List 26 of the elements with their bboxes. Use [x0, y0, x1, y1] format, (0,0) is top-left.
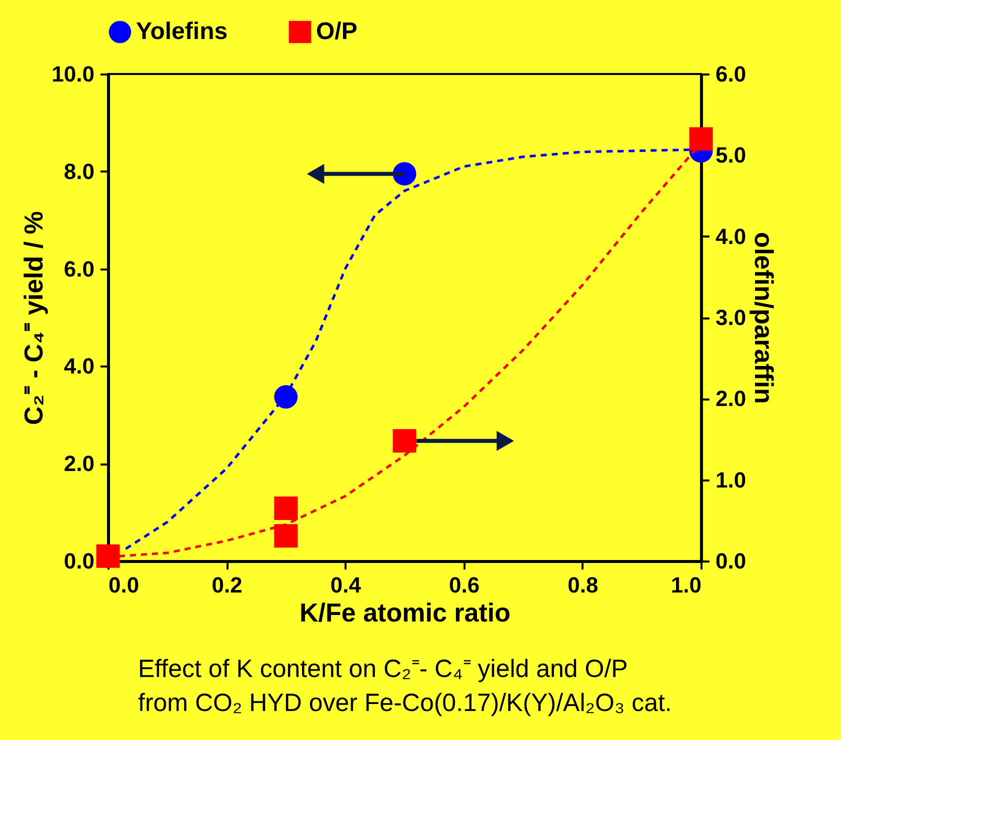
- legend-label: O/P: [316, 18, 358, 45]
- y-tick-label: 8.0: [64, 158, 94, 184]
- x-tick-label: 0.2: [212, 572, 242, 598]
- y2-tick-label: 5.0: [716, 142, 746, 168]
- y-tick-label: 0.0: [64, 548, 94, 574]
- x-tick-label: 0.0: [108, 572, 140, 598]
- y2-tick-label: 4.0: [716, 224, 746, 249]
- legend-label: Yolefins: [136, 18, 228, 45]
- y-tick-label: 10.0: [52, 62, 94, 86]
- y2-tick-label: 6.0: [716, 62, 746, 86]
- text: from CO₂ HYD over Fe-Co(0.17)/K(Y)/Al₂O₃ cat.: [138, 689, 672, 717]
- y-tick-label: 4.0: [64, 354, 94, 379]
- y2-tick-label: 2.0: [716, 386, 746, 412]
- x-tick-label: 0.4: [330, 572, 362, 598]
- y-tick-label: 2.0: [64, 451, 94, 476]
- y2-tick-label: 0.0: [716, 548, 746, 574]
- text: Effect of K content on C₂⁼- C₄⁼ yield and O/P: [138, 655, 628, 683]
- x-tick-label: 0.8: [568, 572, 598, 598]
- x-axis-title: K/Fe atomic ratio: [300, 598, 510, 628]
- y2-axis-title: olefin/paraffin: [749, 232, 780, 404]
- y2-tick-label: 1.0: [716, 467, 746, 492]
- y-axis-title: C₂⁼ - C₄⁼ yield / %: [18, 211, 49, 425]
- x-tick-label: 1.0: [670, 572, 702, 598]
- y-tick-label: 6.0: [64, 256, 94, 282]
- x-tick-label: 0.6: [449, 572, 480, 598]
- y2-tick-label: 3.0: [716, 305, 746, 330]
